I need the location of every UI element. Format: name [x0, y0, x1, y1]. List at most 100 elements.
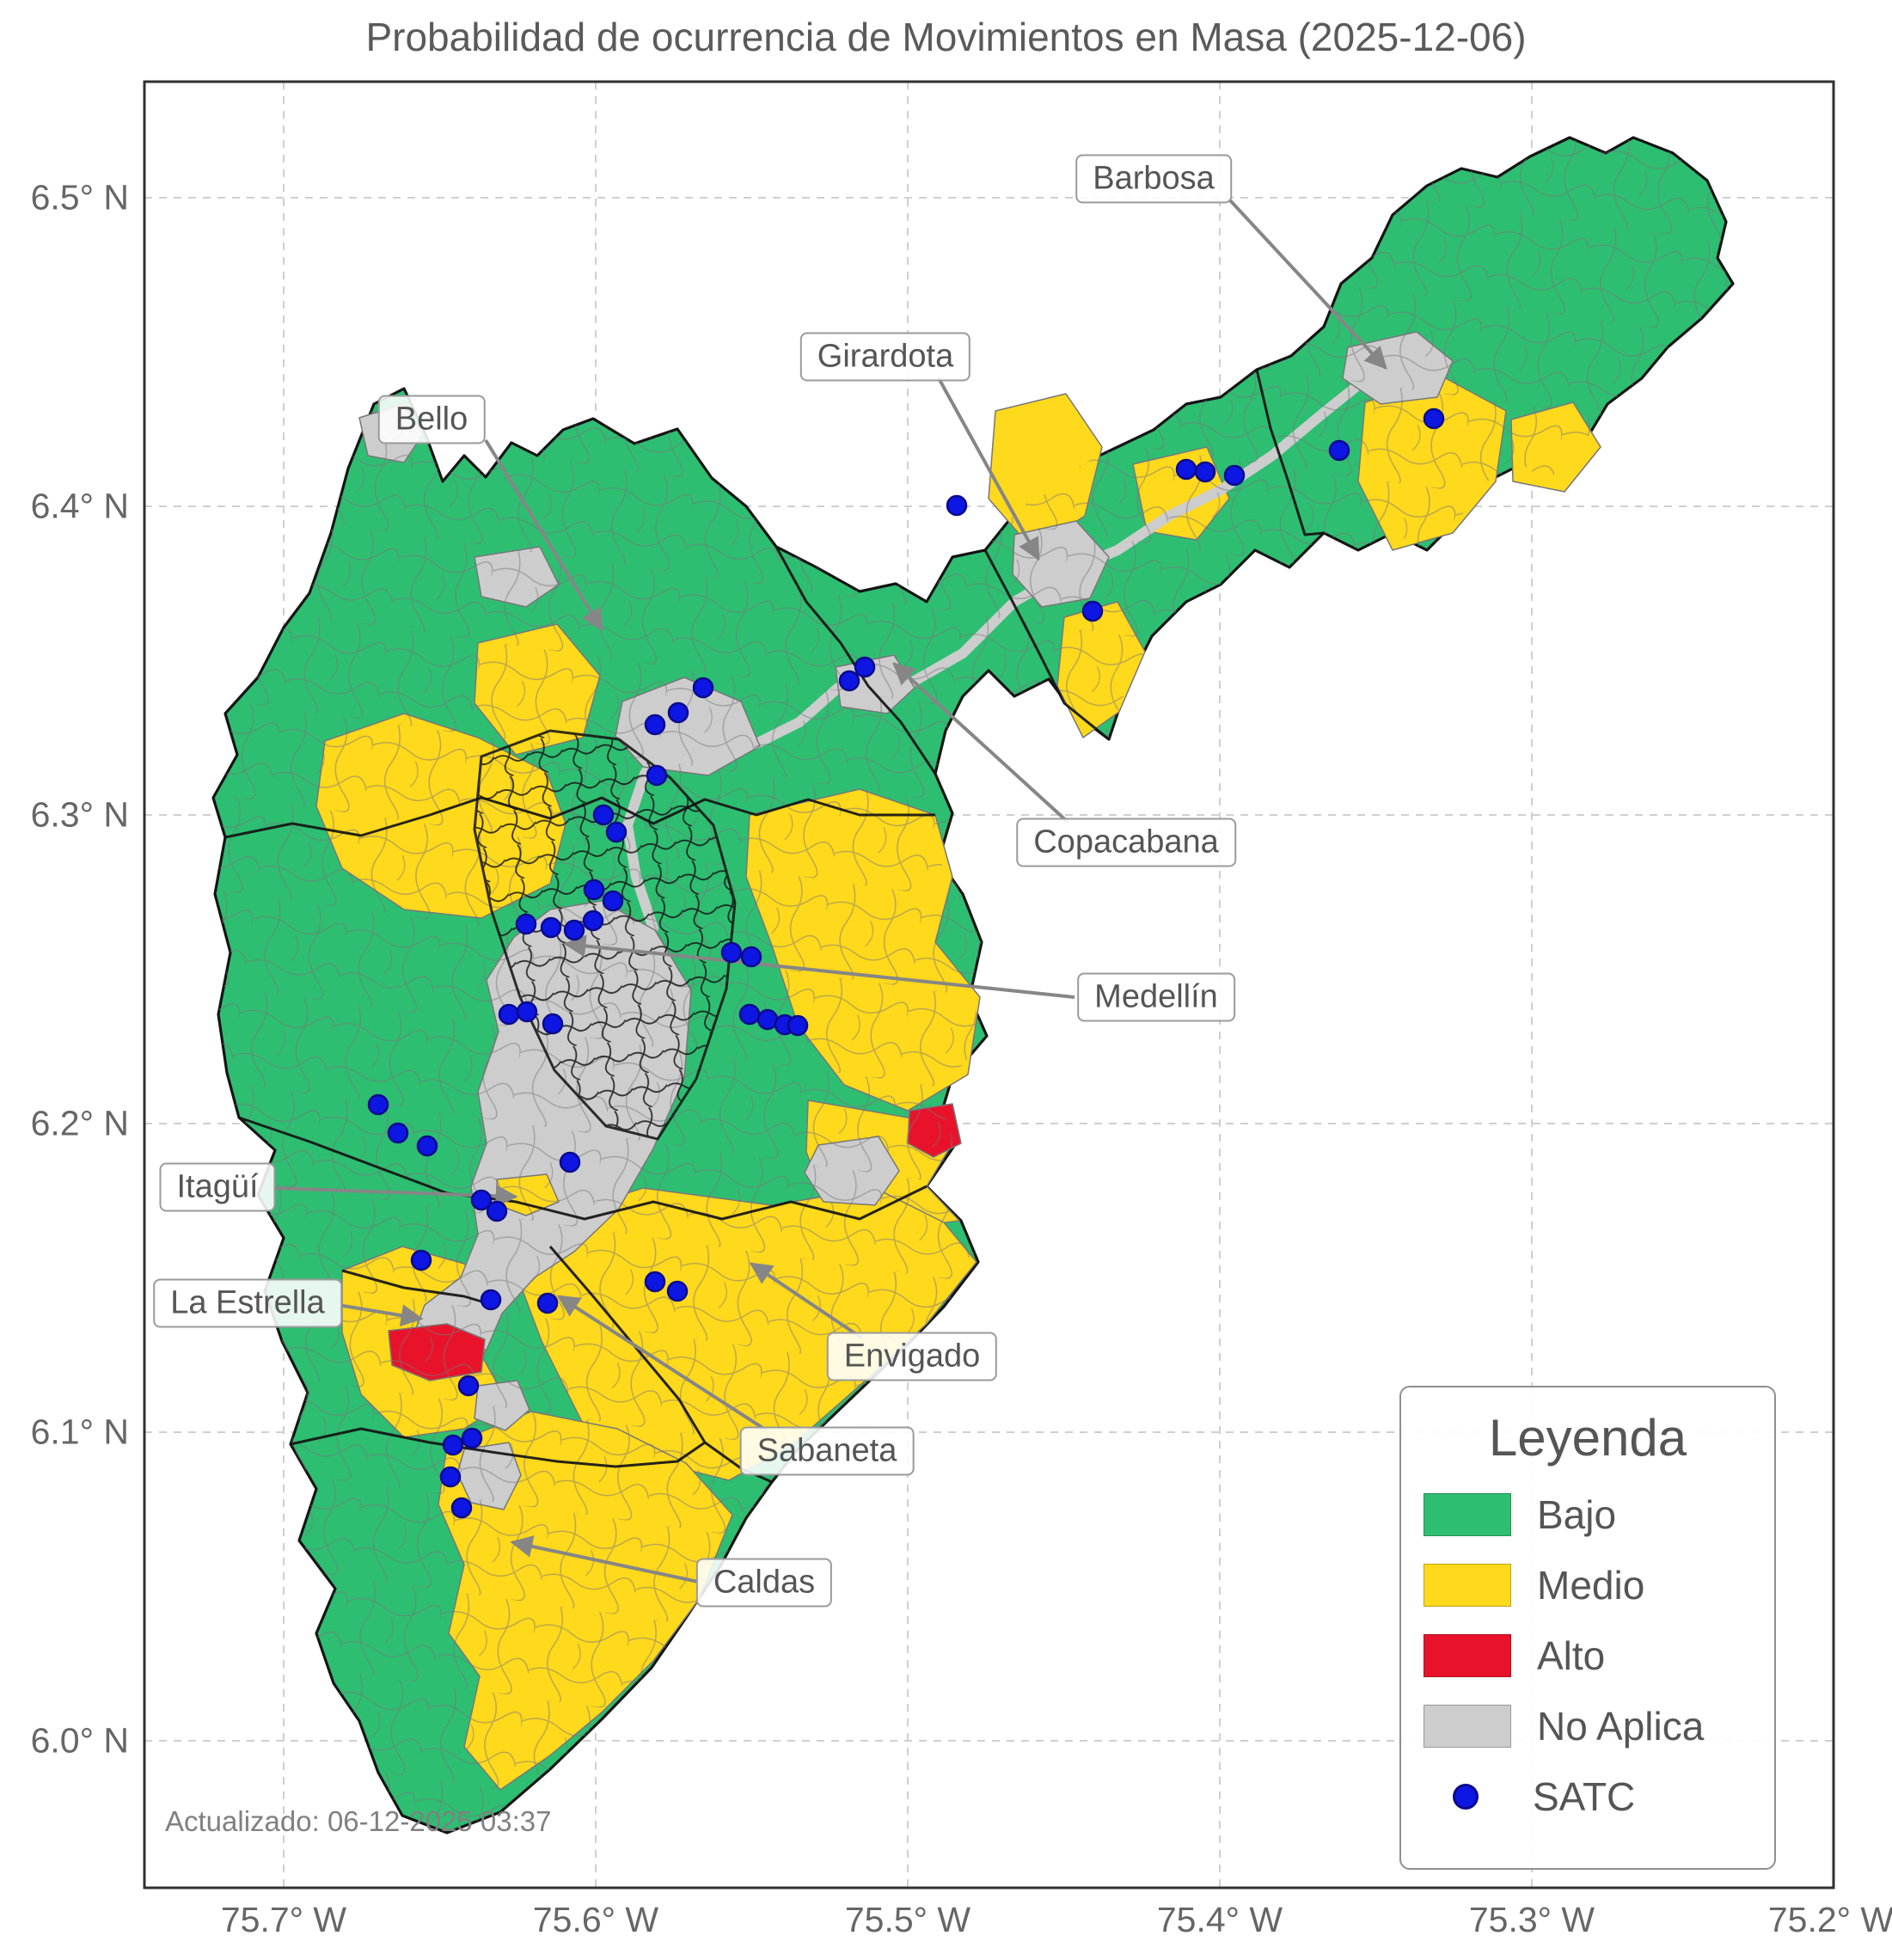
y-tick-6-1: 6.1° N: [30, 1412, 129, 1452]
arrow-bello: [484, 438, 603, 632]
x-tick-75-4: 75.4° W: [1156, 1900, 1283, 1939]
satc-point: [946, 494, 968, 517]
satc-point: [646, 764, 668, 787]
annotation-girardota: Girardota: [799, 332, 971, 382]
legend-label-no-aplica: No Aplica: [1537, 1704, 1705, 1749]
satc-point: [486, 1200, 508, 1222]
satc-point: [563, 919, 585, 941]
y-tick-6-0: 6.0° N: [30, 1720, 129, 1761]
satc-point: [582, 910, 604, 932]
satc-point: [416, 1135, 438, 1157]
satc-point: [787, 1014, 809, 1037]
satc-point: [1328, 439, 1350, 462]
satc-points-layer: [367, 407, 1445, 1519]
arrow-sabaneta: [556, 1295, 768, 1432]
satc-point: [410, 1249, 432, 1271]
satc-point: [720, 941, 743, 964]
annotation-envigado: Envigado: [826, 1332, 998, 1381]
satc-point: [583, 879, 605, 901]
satc-point: [756, 1008, 779, 1031]
x-tick-75-6: 75.6° W: [532, 1900, 659, 1939]
page-title: Probabilidad de ocurrencia de Movimiento…: [365, 15, 1527, 59]
satc-point: [592, 804, 615, 826]
arrow-medellin: [563, 934, 1075, 999]
satc-point: [644, 1271, 666, 1293]
arrow-copacabana: [892, 662, 1069, 824]
satc-point: [854, 656, 876, 678]
legend-row-satc: SATC: [1424, 1773, 1752, 1820]
legend-row-medio: Medio: [1424, 1562, 1752, 1608]
medio-swatch-icon: [1424, 1564, 1511, 1607]
y-tick-6-4: 6.4° N: [30, 486, 129, 526]
annotation-bello: Bello: [377, 395, 486, 444]
x-tick-75-3: 75.3° W: [1468, 1900, 1595, 1939]
comuna-grid-overlay: [473, 729, 737, 1141]
legend-row-no-aplica: No Aplica: [1424, 1703, 1752, 1749]
satc-point: [559, 1151, 581, 1173]
satc-point: [738, 1003, 761, 1026]
annotation-copacabana: Copacabana: [1016, 818, 1236, 867]
satc-point: [439, 1466, 462, 1488]
satc-point: [602, 890, 624, 912]
satc-point: [442, 1434, 464, 1456]
satc-point: [644, 714, 666, 736]
satc-point: [692, 677, 714, 699]
arrow-la-estrella: [337, 1303, 424, 1327]
y-tick-6-5: 6.5° N: [30, 177, 129, 217]
satc-marker-icon: [1453, 1784, 1479, 1810]
annotation-itagui: Itagüí: [159, 1162, 276, 1212]
legend: Leyenda Bajo Medio Alto No Aplica SATC: [1399, 1386, 1776, 1870]
satc-point: [461, 1427, 483, 1449]
satc-point: [540, 916, 562, 939]
satc-point: [666, 1280, 689, 1302]
arrow-girardota: [937, 377, 1040, 561]
legend-label-satc: SATC: [1533, 1774, 1636, 1819]
satc-point: [480, 1289, 502, 1311]
annotation-caldas: Caldas: [695, 1558, 833, 1608]
plot-border: [143, 80, 1835, 1890]
satc-point: [367, 1093, 389, 1116]
no-aplica-swatch-icon: [1424, 1705, 1511, 1748]
satc-point: [470, 1189, 493, 1211]
satc-point: [605, 821, 628, 843]
x-tick-75-7: 75.7° W: [220, 1900, 347, 1939]
arrow-caldas: [510, 1535, 699, 1583]
y-tick-6-2: 6.2° N: [30, 1103, 129, 1143]
x-tick-75-2: 75.2° W: [1767, 1900, 1892, 1939]
satc-point: [515, 913, 537, 935]
satc-point: [1194, 461, 1216, 483]
legend-label-medio: Medio: [1537, 1563, 1645, 1608]
map-regions: [211, 136, 1735, 1834]
vereda-texture-overlay: [213, 138, 1733, 1833]
bajo-swatch-icon: [1424, 1493, 1511, 1536]
satc-point: [1175, 458, 1197, 481]
legend-title: Leyenda: [1488, 1409, 1687, 1467]
satc-point: [1223, 464, 1246, 487]
annotation-medellin: Medellín: [1077, 972, 1235, 1022]
legend-label-bajo: Bajo: [1537, 1492, 1617, 1537]
satc-point: [667, 701, 689, 724]
satc-point: [740, 946, 762, 968]
satc-point: [542, 1013, 564, 1035]
satc-point: [1081, 600, 1104, 622]
x-tick-75-5: 75.5° W: [844, 1900, 971, 1939]
arrow-envigado: [749, 1262, 863, 1339]
y-tick-6-3: 6.3° N: [30, 794, 129, 835]
arrow-barbosa: [1228, 198, 1387, 370]
annotation-barbosa: Barbosa: [1075, 154, 1232, 204]
alto-swatch-icon: [1424, 1634, 1511, 1677]
legend-row-bajo: Bajo: [1424, 1491, 1752, 1538]
annotation-sabaneta: Sabaneta: [739, 1426, 915, 1476]
satc-point: [1423, 407, 1445, 430]
updated-timestamp: Actualizado: 06-12-2025 03:37: [165, 1805, 552, 1837]
satc-point: [536, 1292, 559, 1314]
satc-point: [498, 1003, 520, 1026]
satc-point: [516, 1001, 538, 1023]
satc-point: [838, 670, 860, 692]
legend-row-alto: Alto: [1424, 1632, 1752, 1679]
satc-point: [457, 1375, 480, 1397]
satc-point: [387, 1122, 409, 1144]
legend-label-alto: Alto: [1537, 1633, 1606, 1678]
